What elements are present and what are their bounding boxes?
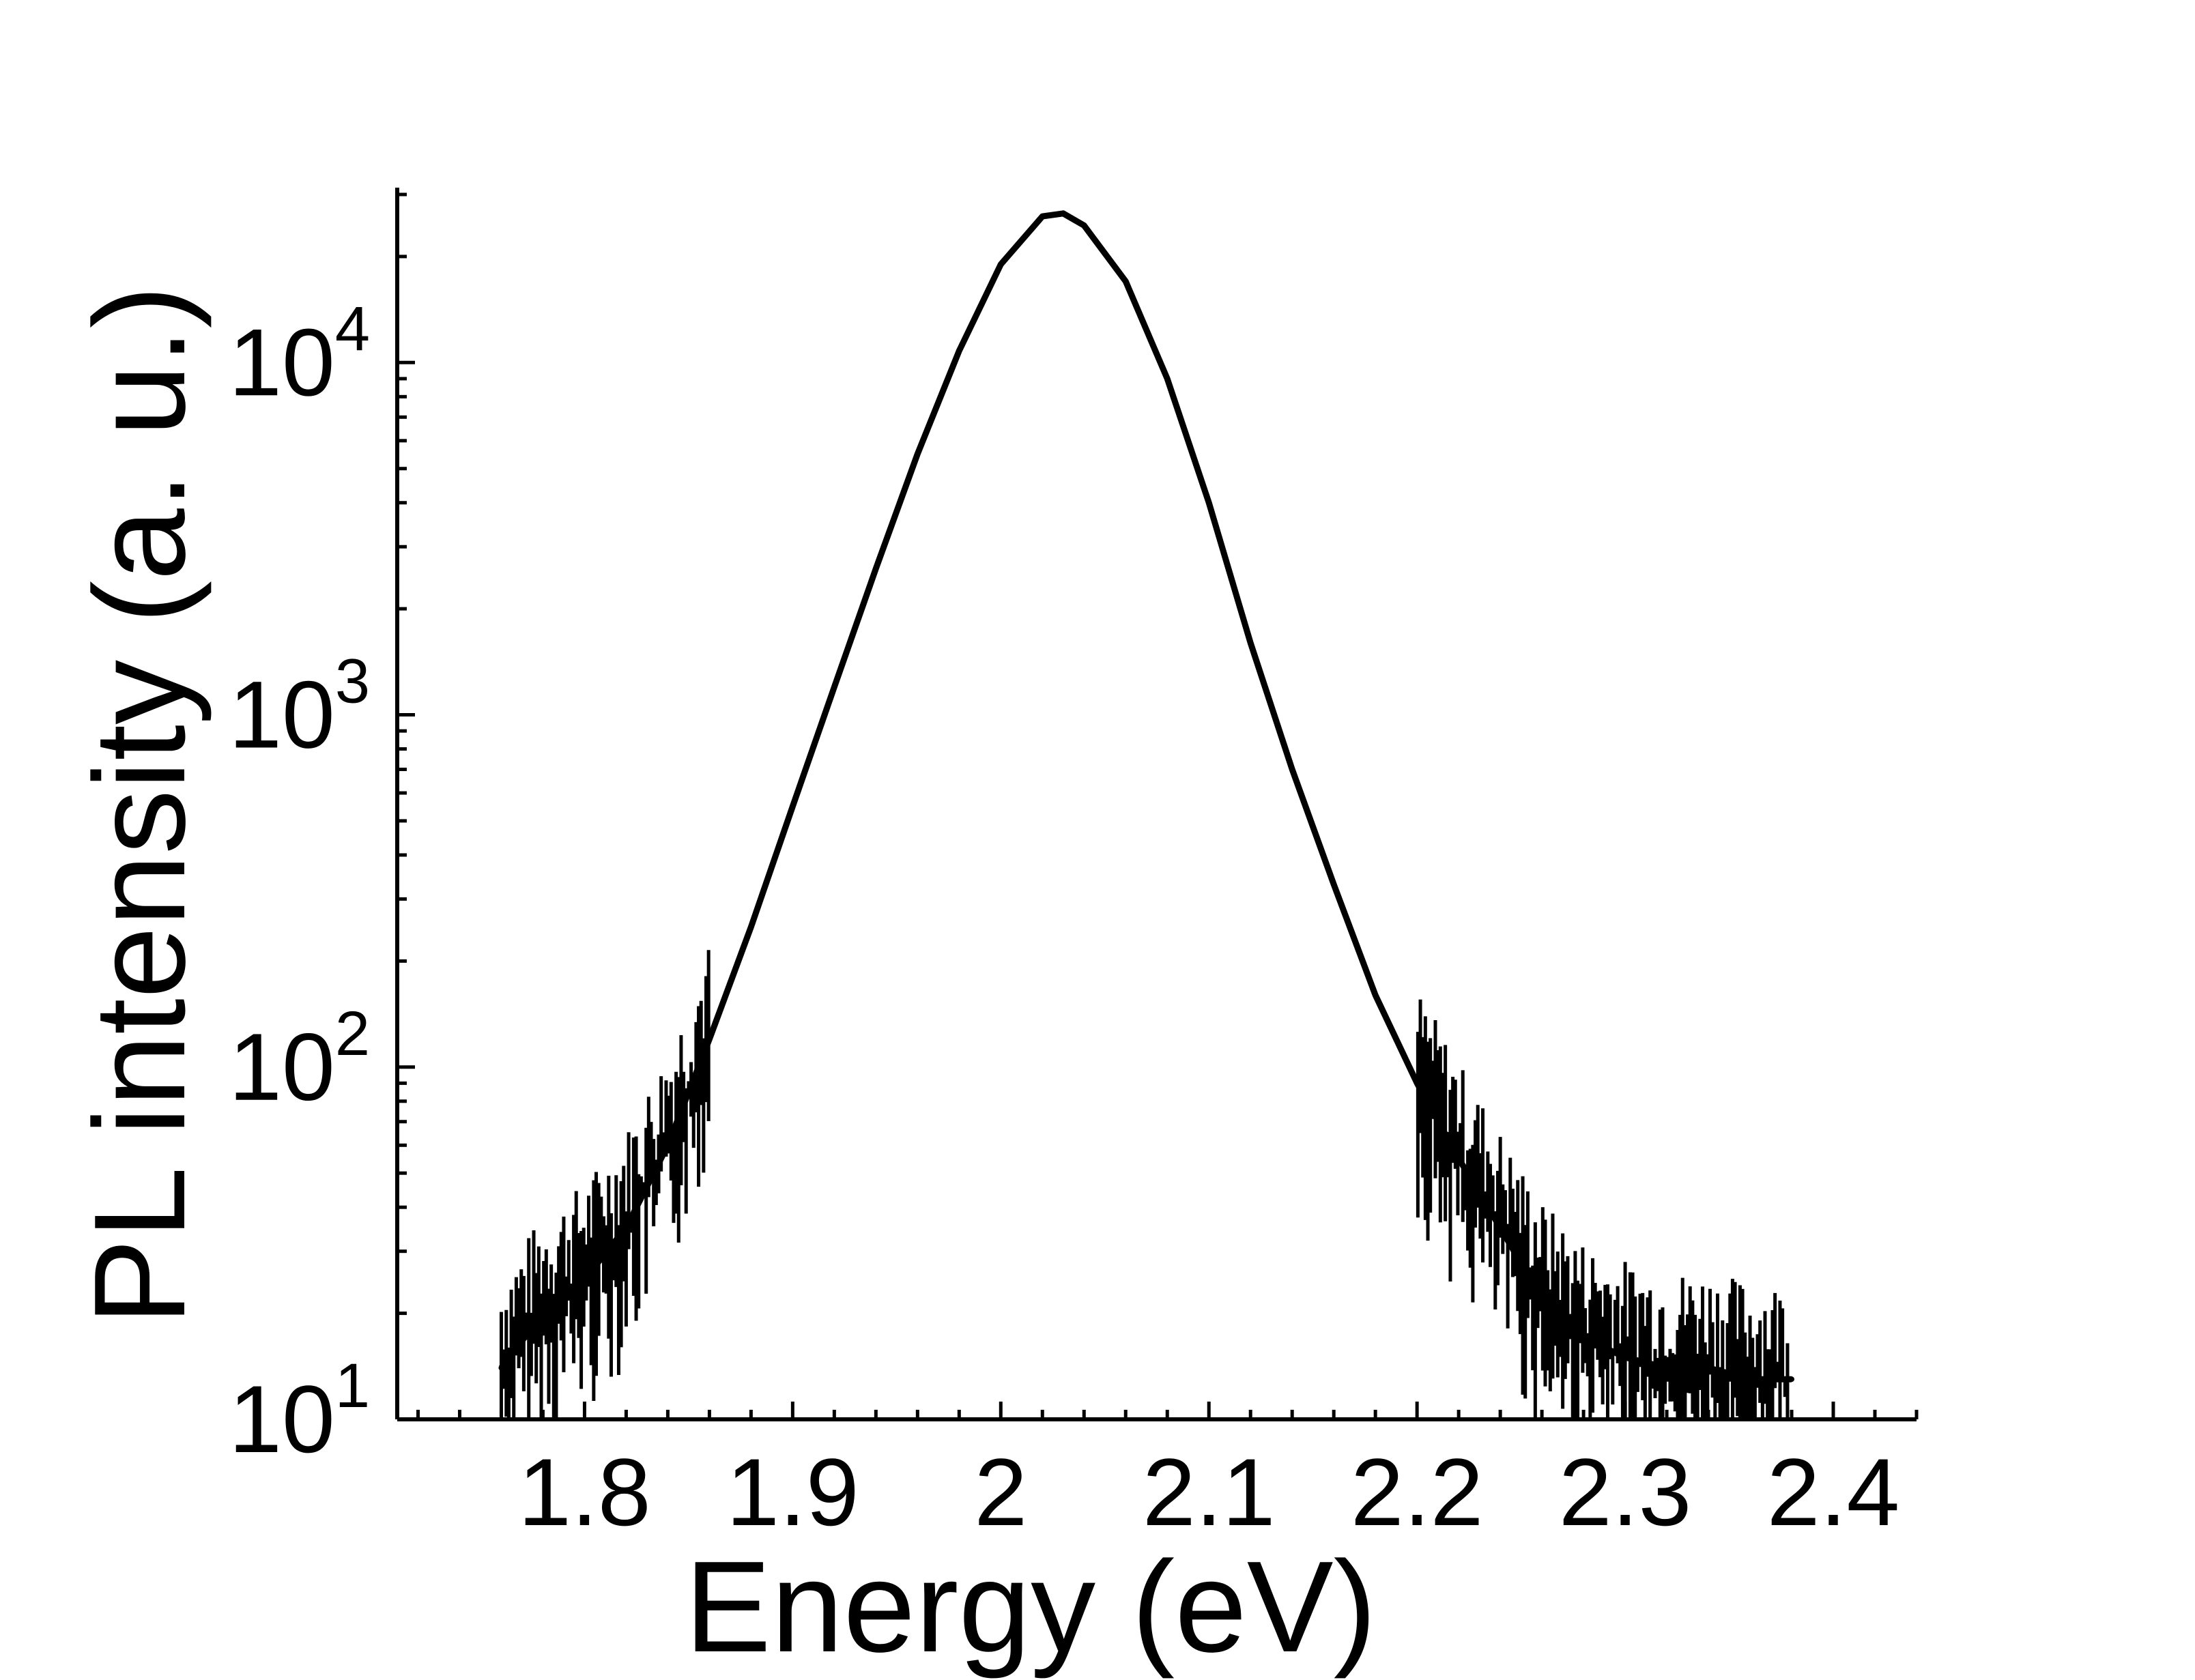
data-point: [915, 451, 921, 457]
noise-band: [499, 950, 1792, 1419]
data-point: [790, 803, 796, 809]
x-axis: 1.8 1.9 2 2.1 2.2 2.3 2.4: [397, 1402, 1919, 1546]
data-point: [1123, 278, 1129, 285]
y-tick-label-base: 10: [229, 1365, 335, 1473]
data-point: [998, 261, 1004, 267]
x-tick-label: 1.8: [518, 1438, 651, 1546]
x-tick-label: 2.4: [1767, 1438, 1900, 1546]
data-point: [873, 566, 879, 572]
x-tick-label: 2: [974, 1438, 1027, 1546]
y-tick-label-exponent: 1: [335, 1351, 370, 1421]
x-tick-label: 2.3: [1559, 1438, 1692, 1546]
y-tick-label-exponent: 3: [335, 647, 370, 716]
x-tick-label: 1.9: [726, 1438, 859, 1546]
data-point: [956, 348, 962, 354]
data-point: [1206, 499, 1212, 506]
y-tick-label: 102: [229, 999, 370, 1120]
x-tick-label: 2.1: [1143, 1438, 1276, 1546]
data-point: [1248, 640, 1254, 646]
data-point: [1331, 882, 1337, 888]
data-point: [1081, 222, 1087, 229]
x-tick-label: 2.2: [1351, 1438, 1484, 1546]
plot-area: [498, 210, 1795, 1419]
y-tick-label: 104: [229, 294, 370, 416]
data-point: [1289, 766, 1295, 772]
y-tick-label-base: 10: [229, 308, 335, 416]
y-tick-label-base: 10: [229, 1013, 335, 1120]
y-tick-label-base: 10: [229, 661, 335, 768]
series-line: [498, 210, 1792, 1382]
data-point: [1039, 214, 1046, 220]
x-axis-title: Energy (eV): [685, 1535, 1377, 1679]
data-point: [1164, 375, 1171, 381]
y-tick-label: 103: [229, 647, 370, 768]
y-axis-title: PL intensity (a. u.): [68, 285, 212, 1325]
data-point: [1060, 210, 1066, 216]
data-point: [1373, 992, 1379, 998]
data-point: [831, 684, 837, 690]
y-tick-label: 101: [229, 1351, 370, 1473]
y-tick-label-exponent: 4: [335, 294, 370, 364]
data-point: [748, 924, 754, 930]
y-tick-label-exponent: 2: [335, 999, 370, 1069]
